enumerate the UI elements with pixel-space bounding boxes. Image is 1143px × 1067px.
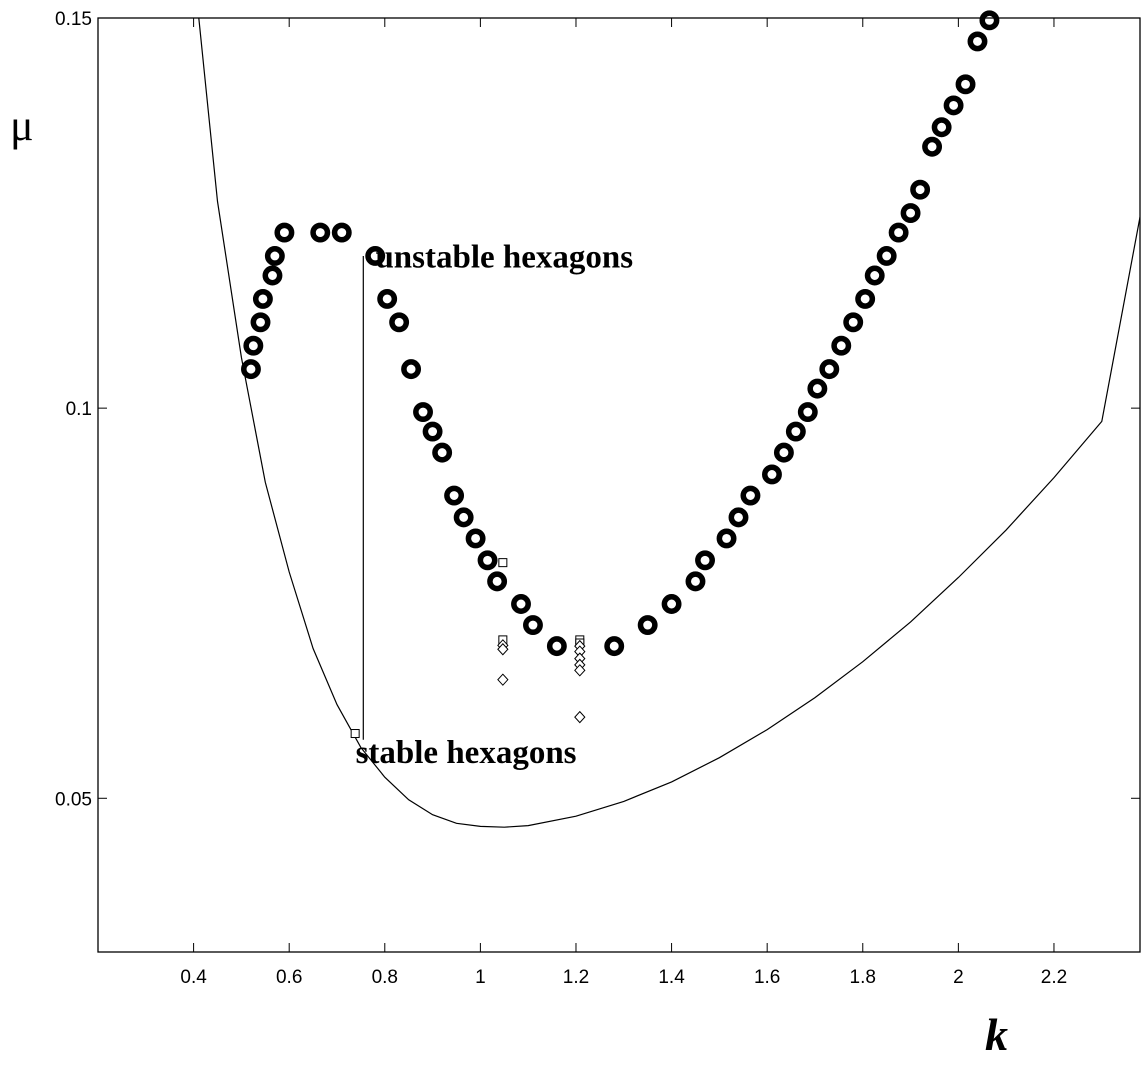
ring-point-40 (855, 288, 876, 309)
x-tick-label: 1.4 (658, 967, 685, 988)
ring-point-27 (685, 571, 706, 592)
x-tick-label: 0.6 (276, 967, 302, 988)
ring-point-30 (728, 507, 749, 528)
ring-point-17 (453, 507, 474, 528)
ring-point-22 (523, 615, 543, 636)
ring-point-28 (695, 550, 715, 571)
x-tick-label: 1 (475, 967, 486, 988)
ring-point-34 (785, 421, 806, 442)
ring-point-7 (310, 222, 331, 243)
square-point-0 (350, 729, 360, 739)
y-tick-label: 0.1 (66, 399, 92, 420)
ring-point-3 (252, 288, 273, 309)
ring-point-44 (900, 203, 921, 224)
ring-point-5 (264, 246, 285, 266)
ring-point-2 (250, 312, 271, 333)
ring-point-0 (241, 359, 261, 380)
annotation-stable: stable hexagons (356, 735, 577, 771)
ring-point-46 (922, 136, 943, 157)
series-3-line (198, 18, 1140, 828)
diamond-point-7 (574, 664, 586, 677)
ring-point-41 (864, 265, 885, 286)
ring-point-15 (432, 442, 453, 463)
diamond-point-2 (497, 673, 509, 686)
ring-point-4 (262, 265, 283, 286)
diamond-point-8 (574, 710, 586, 724)
ring-point-45 (910, 179, 931, 200)
x-tick-label: 1.2 (563, 967, 589, 988)
ring-point-20 (487, 571, 508, 592)
ring-point-18 (465, 528, 486, 549)
x-axis-label: k (985, 1009, 1008, 1060)
ring-point-25 (637, 615, 658, 636)
ring-point-14 (422, 421, 443, 442)
ring-point-21 (511, 594, 531, 614)
ring-point-36 (807, 378, 828, 399)
ring-point-8 (331, 222, 352, 243)
ring-point-49 (955, 74, 976, 95)
curves (198, 18, 1140, 828)
x-tick-label: 0.4 (180, 967, 207, 988)
diamond-point-1 (497, 643, 509, 656)
ring-point-50 (967, 31, 988, 52)
ring-point-13 (413, 402, 433, 422)
tick-labels: 0.4 0.6 0.8 1 1.2 1.4 1.6 1.8 2 2.2 0.05 0.1 0.15 (55, 9, 1067, 988)
ring-point-9 (365, 246, 386, 266)
ring-point-11 (389, 312, 410, 333)
square-point-1 (498, 558, 508, 568)
ring-point-16 (444, 485, 465, 506)
x-tick-label: 2 (953, 967, 964, 988)
ring-point-26 (661, 594, 682, 614)
ring-point-31 (740, 485, 761, 506)
ring-point-47 (931, 117, 952, 138)
x-tick-label: 2.2 (1041, 967, 1067, 988)
ring-point-38 (831, 335, 852, 356)
ring-point-23 (546, 636, 567, 657)
ring-point-35 (797, 402, 818, 422)
y-axis-label: μ (10, 101, 34, 150)
ring-point-12 (401, 359, 422, 380)
plot-frame (97, 17, 1141, 953)
x-tick-label: 1.6 (754, 967, 780, 988)
marks (241, 10, 1000, 739)
annotation-unstable: unstable hexagons (375, 240, 633, 276)
ring-point-48 (943, 95, 964, 116)
x-tick-label: 0.8 (372, 967, 398, 988)
ring-point-24 (604, 636, 625, 657)
ticks (98, 17, 1140, 952)
ring-point-43 (888, 222, 909, 243)
ring-point-19 (477, 550, 498, 571)
ring-point-6 (274, 222, 295, 243)
ring-point-39 (843, 312, 864, 333)
ring-point-10 (377, 288, 398, 309)
ring-point-42 (876, 246, 897, 266)
y-tick-label: 0.15 (55, 9, 92, 30)
y-tick-label: 0.05 (55, 789, 92, 810)
ring-point-33 (773, 442, 794, 463)
ring-point-1 (243, 335, 264, 356)
x-tick-label: 1.8 (850, 967, 876, 988)
ring-point-29 (716, 528, 737, 549)
ring-point-32 (762, 464, 782, 485)
ring-point-37 (819, 359, 840, 380)
ring-point-51 (979, 10, 1000, 31)
